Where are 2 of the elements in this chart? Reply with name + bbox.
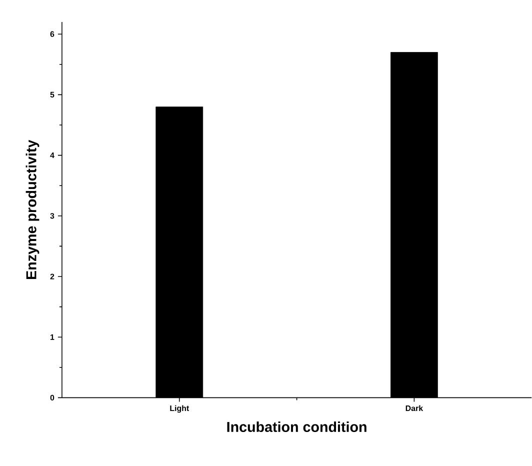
x-axis-title: Incubation condition [227, 422, 366, 432]
y-axis-title: Enzyme productivity [26, 140, 40, 280]
